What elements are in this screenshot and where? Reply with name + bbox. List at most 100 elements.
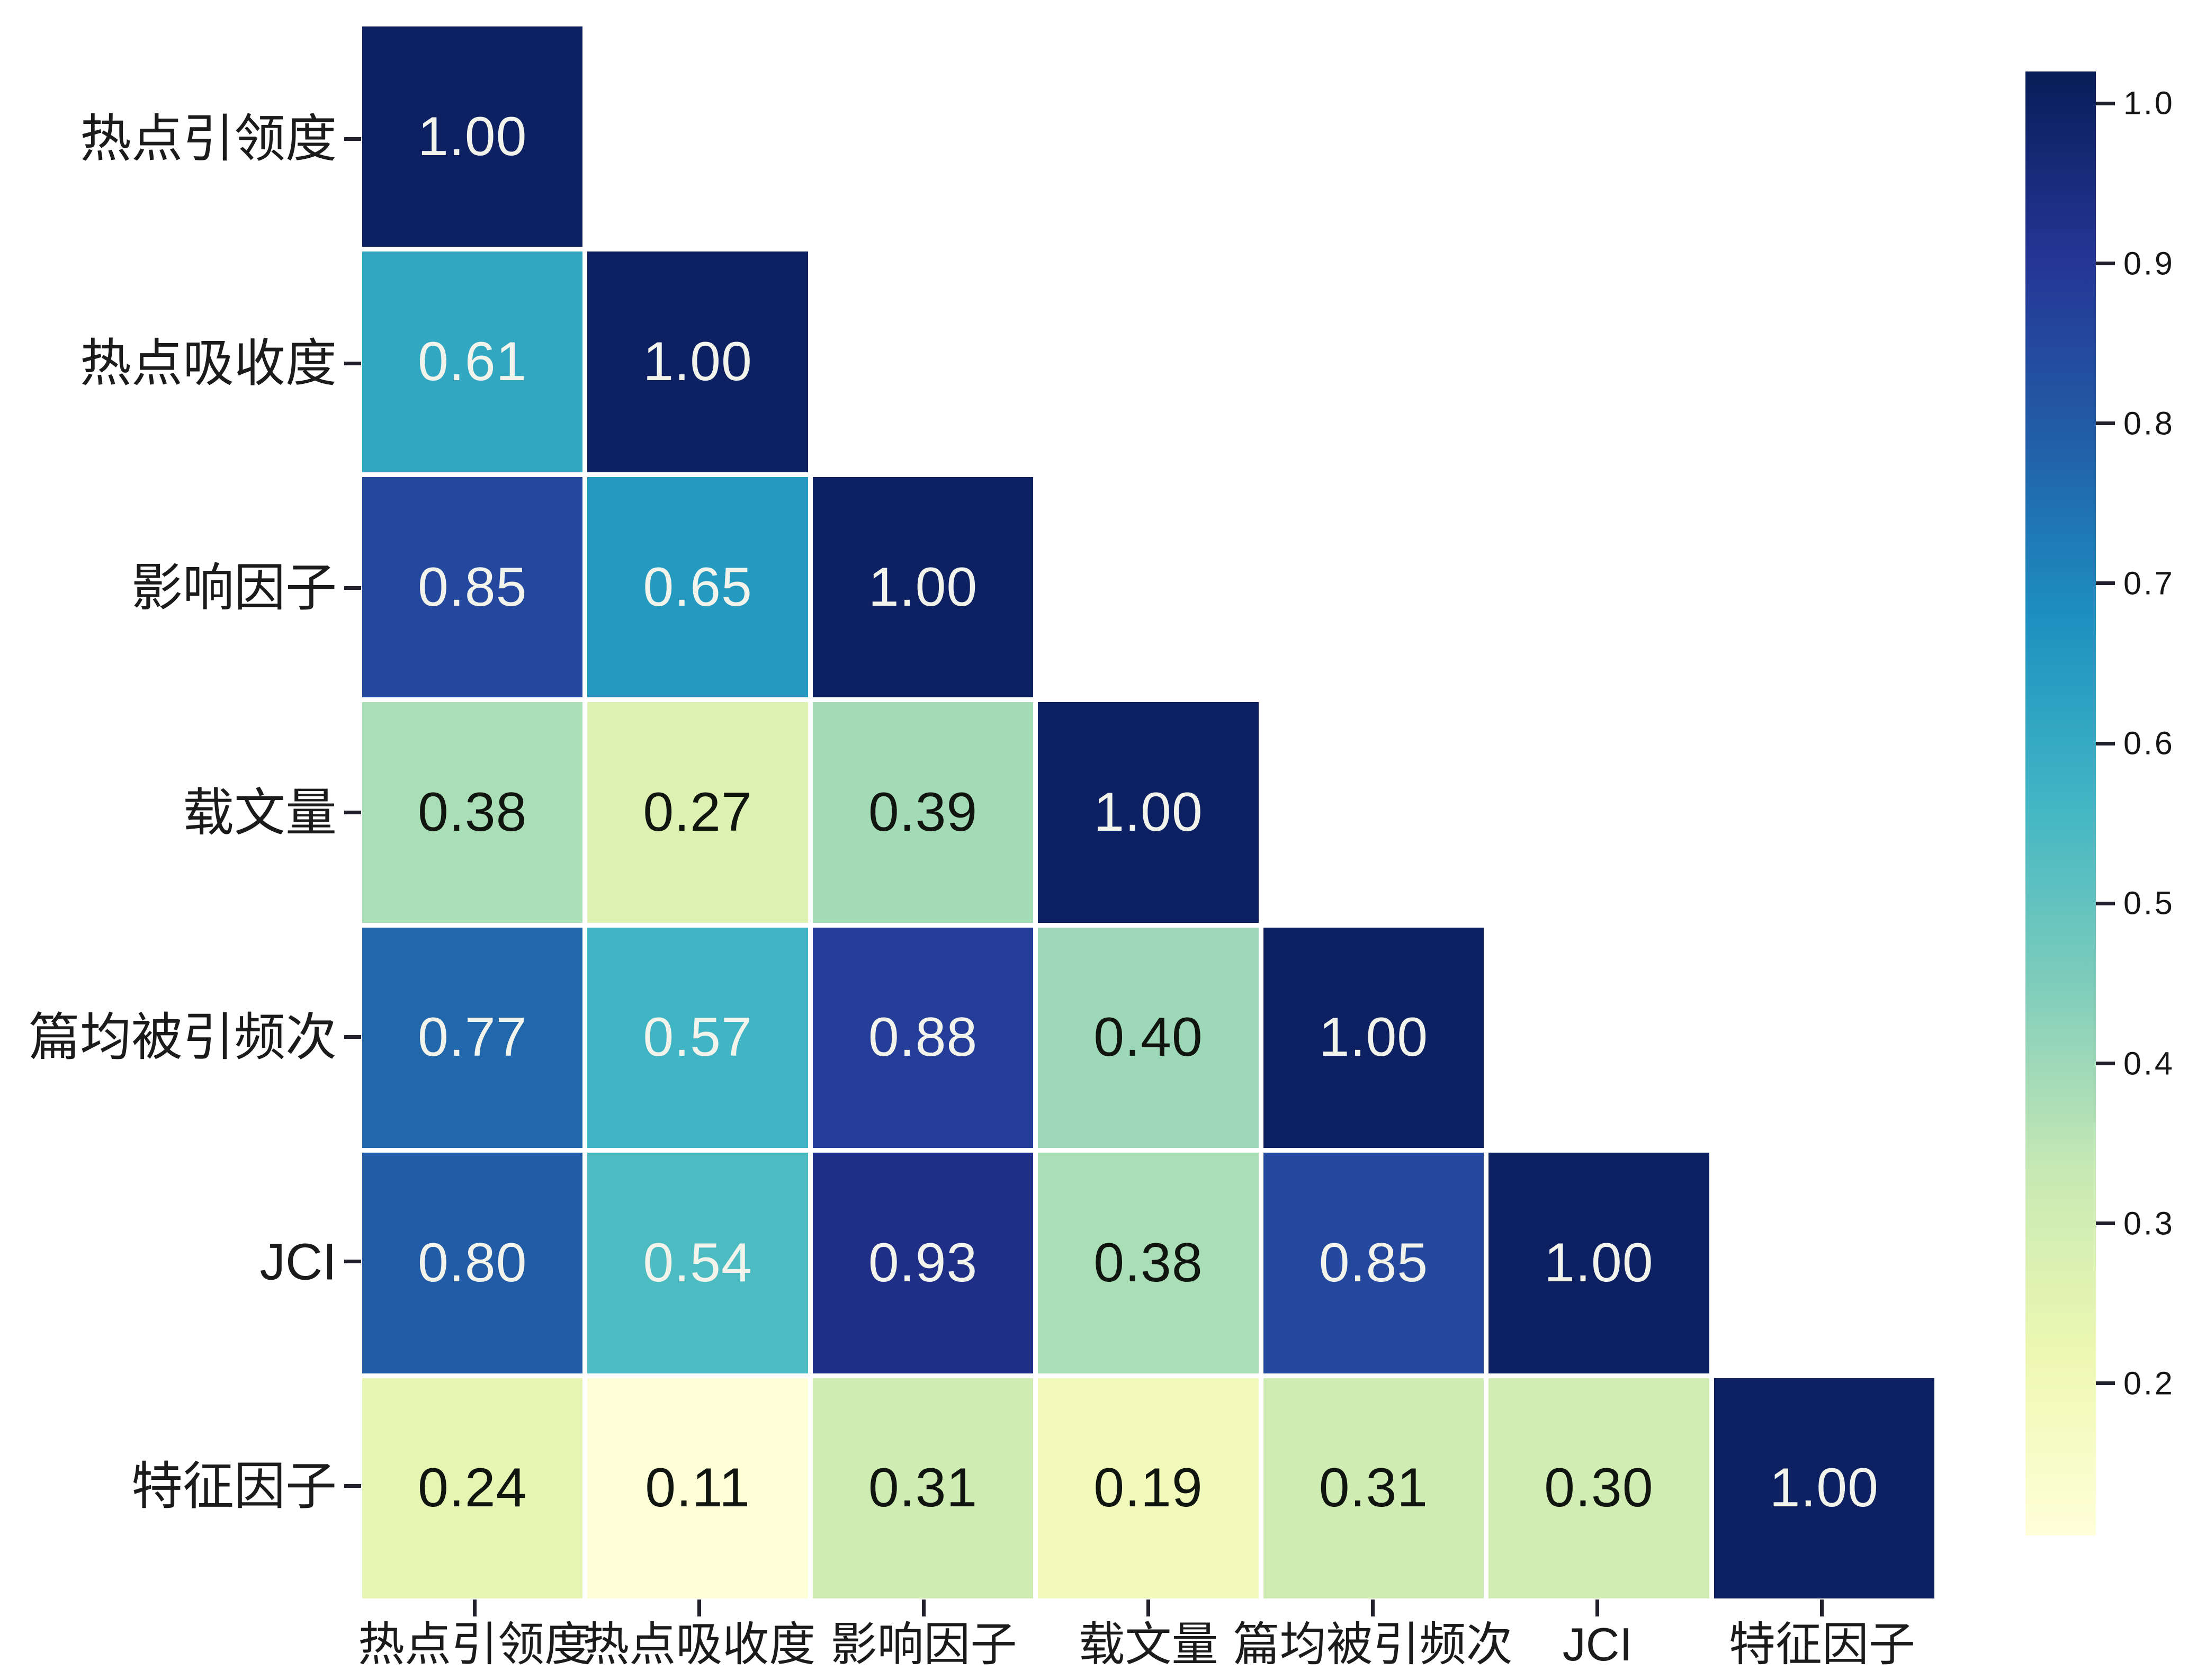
heatmap-cell: 0.57	[587, 927, 808, 1148]
x-tick-label: 载文量	[1078, 1618, 1218, 1670]
heatmap-grid: 1.00 0.61 1.00 0.85 0.65 1.00 0.38 0.27 0.39 1.00…	[362, 26, 1934, 1598]
heatmap-cell: 0.19	[1038, 1378, 1259, 1598]
x-tick-label: 热点引领度	[358, 1618, 591, 1670]
colorbar-tick-mark	[2096, 901, 2115, 905]
colorbar-tick-label: 0.4	[2123, 1045, 2175, 1082]
heatmap-cell: 0.38	[1038, 1153, 1259, 1373]
colorbar-tick-label: 0.3	[2123, 1205, 2175, 1242]
cell-value: 1.00	[868, 556, 978, 618]
heatmap-cell-empty	[1714, 1153, 1934, 1373]
heatmap-cell: 0.31	[1263, 1378, 1484, 1598]
cell-value: 0.85	[1319, 1232, 1429, 1293]
x-tick-label: 影响因子	[830, 1618, 1017, 1670]
x-tick-mark	[697, 1600, 701, 1616]
heatmap-cell: 0.80	[362, 1153, 583, 1373]
y-tick-label: 热点引领度	[80, 110, 337, 168]
colorbar-tick-label: 0.6	[2123, 725, 2175, 761]
heatmap-cell-empty	[1038, 251, 1258, 472]
x-tick-mark	[1820, 1600, 1824, 1616]
colorbar-gradient-bar	[2025, 71, 2096, 1535]
heatmap-cell-empty	[1714, 477, 1934, 697]
heatmap-cell: 0.38	[362, 702, 583, 923]
cell-value: 0.27	[643, 781, 752, 843]
x-tick-label: 特征因子	[1728, 1618, 1915, 1670]
heatmap-cell: 1.00	[1038, 702, 1259, 923]
colorbar-tick-label: 0.5	[2123, 885, 2175, 921]
heatmap-cell: 0.65	[587, 477, 808, 698]
cell-value: 0.11	[645, 1457, 750, 1519]
colorbar-tick-mark	[2096, 262, 2115, 266]
y-tick-mark	[344, 1260, 361, 1264]
heatmap-cell: 0.61	[362, 251, 583, 472]
colorbar-tick-mark	[2096, 581, 2115, 586]
cell-value: 0.77	[418, 1007, 527, 1068]
y-tick-mark	[344, 811, 361, 814]
heatmap-cell-empty	[813, 26, 1033, 247]
heatmap-cell-empty	[587, 26, 808, 247]
heatmap-cell-empty	[1488, 928, 1709, 1148]
cell-value: 0.38	[418, 781, 527, 843]
heatmap-cell: 0.77	[362, 927, 583, 1148]
heatmap-cell: 0.54	[587, 1153, 808, 1373]
heatmap-cell-empty	[1488, 702, 1709, 922]
heatmap-cell: 0.24	[362, 1378, 583, 1598]
y-tick-mark	[344, 361, 361, 365]
y-tick-label: 载文量	[183, 784, 337, 841]
cell-value: 1.00	[1319, 1007, 1429, 1068]
cell-value: 0.30	[1544, 1457, 1654, 1519]
heatmap-cell: 0.31	[812, 1378, 1034, 1598]
y-tick-label: JCI	[259, 1233, 337, 1291]
cell-value: 0.31	[868, 1457, 978, 1519]
heatmap-cell: 0.27	[587, 702, 808, 923]
cell-value: 0.88	[868, 1007, 978, 1068]
cell-value: 0.93	[868, 1232, 978, 1293]
heatmap-cell: 0.39	[812, 702, 1034, 923]
colorbar-tick-mark	[2096, 101, 2115, 105]
y-tick-label: 特征因子	[131, 1457, 337, 1515]
cell-value: 0.61	[418, 331, 527, 393]
cell-value: 1.00	[1093, 781, 1203, 843]
colorbar-tick-mark	[2096, 1221, 2115, 1226]
heatmap-cell-empty	[1038, 26, 1258, 247]
cell-value: 0.57	[643, 1007, 752, 1068]
x-tick-label: JCI	[1562, 1618, 1633, 1670]
cell-value: 1.00	[643, 331, 752, 393]
x-tick-mark	[1371, 1600, 1375, 1616]
x-tick-mark	[921, 1600, 926, 1616]
colorbar-tick-mark	[2096, 421, 2115, 426]
y-tick-mark	[344, 1484, 361, 1488]
y-tick-mark	[344, 137, 361, 141]
cell-value: 0.65	[643, 556, 752, 618]
cell-value: 0.80	[418, 1232, 527, 1293]
colorbar-tick-mark	[2096, 1062, 2115, 1066]
cell-value: 0.85	[418, 556, 527, 618]
x-tick-label: 篇均被引频次	[1233, 1618, 1513, 1670]
cell-value: 1.00	[1544, 1232, 1654, 1293]
cell-value: 0.38	[1093, 1232, 1203, 1293]
cell-value: 1.00	[418, 105, 527, 167]
colorbar-tick-label: 0.7	[2123, 565, 2175, 601]
heatmap-cell: 1.00	[1488, 1153, 1709, 1373]
heatmap-cell-empty	[1714, 251, 1934, 472]
cell-value: 0.40	[1093, 1007, 1203, 1068]
heatmap-cell-empty	[813, 251, 1033, 472]
heatmap-cell-empty	[1263, 477, 1484, 697]
y-tick-mark	[344, 586, 361, 590]
colorbar-tick-label: 0.2	[2123, 1365, 2175, 1402]
heatmap-cell-empty	[1038, 477, 1258, 697]
heatmap-cell-empty	[1714, 702, 1934, 922]
x-tick-mark	[1595, 1600, 1600, 1616]
heatmap-cell-empty	[1263, 251, 1484, 472]
colorbar-tick-label: 0.8	[2123, 405, 2175, 442]
heatmap-cell: 0.85	[1263, 1153, 1484, 1373]
y-tick-label: 热点吸收度	[80, 334, 337, 392]
colorbar-tick-label: 1.0	[2123, 85, 2175, 121]
x-tick-mark	[472, 1600, 477, 1616]
x-tick-label: 热点吸收度	[582, 1618, 816, 1670]
heatmap-cell-empty	[1714, 26, 1934, 247]
y-tick-label: 影响因子	[131, 559, 337, 617]
cell-value: 0.31	[1319, 1457, 1429, 1519]
heatmap-cell-empty	[1263, 26, 1484, 247]
heatmap-cell: 0.85	[362, 477, 583, 698]
